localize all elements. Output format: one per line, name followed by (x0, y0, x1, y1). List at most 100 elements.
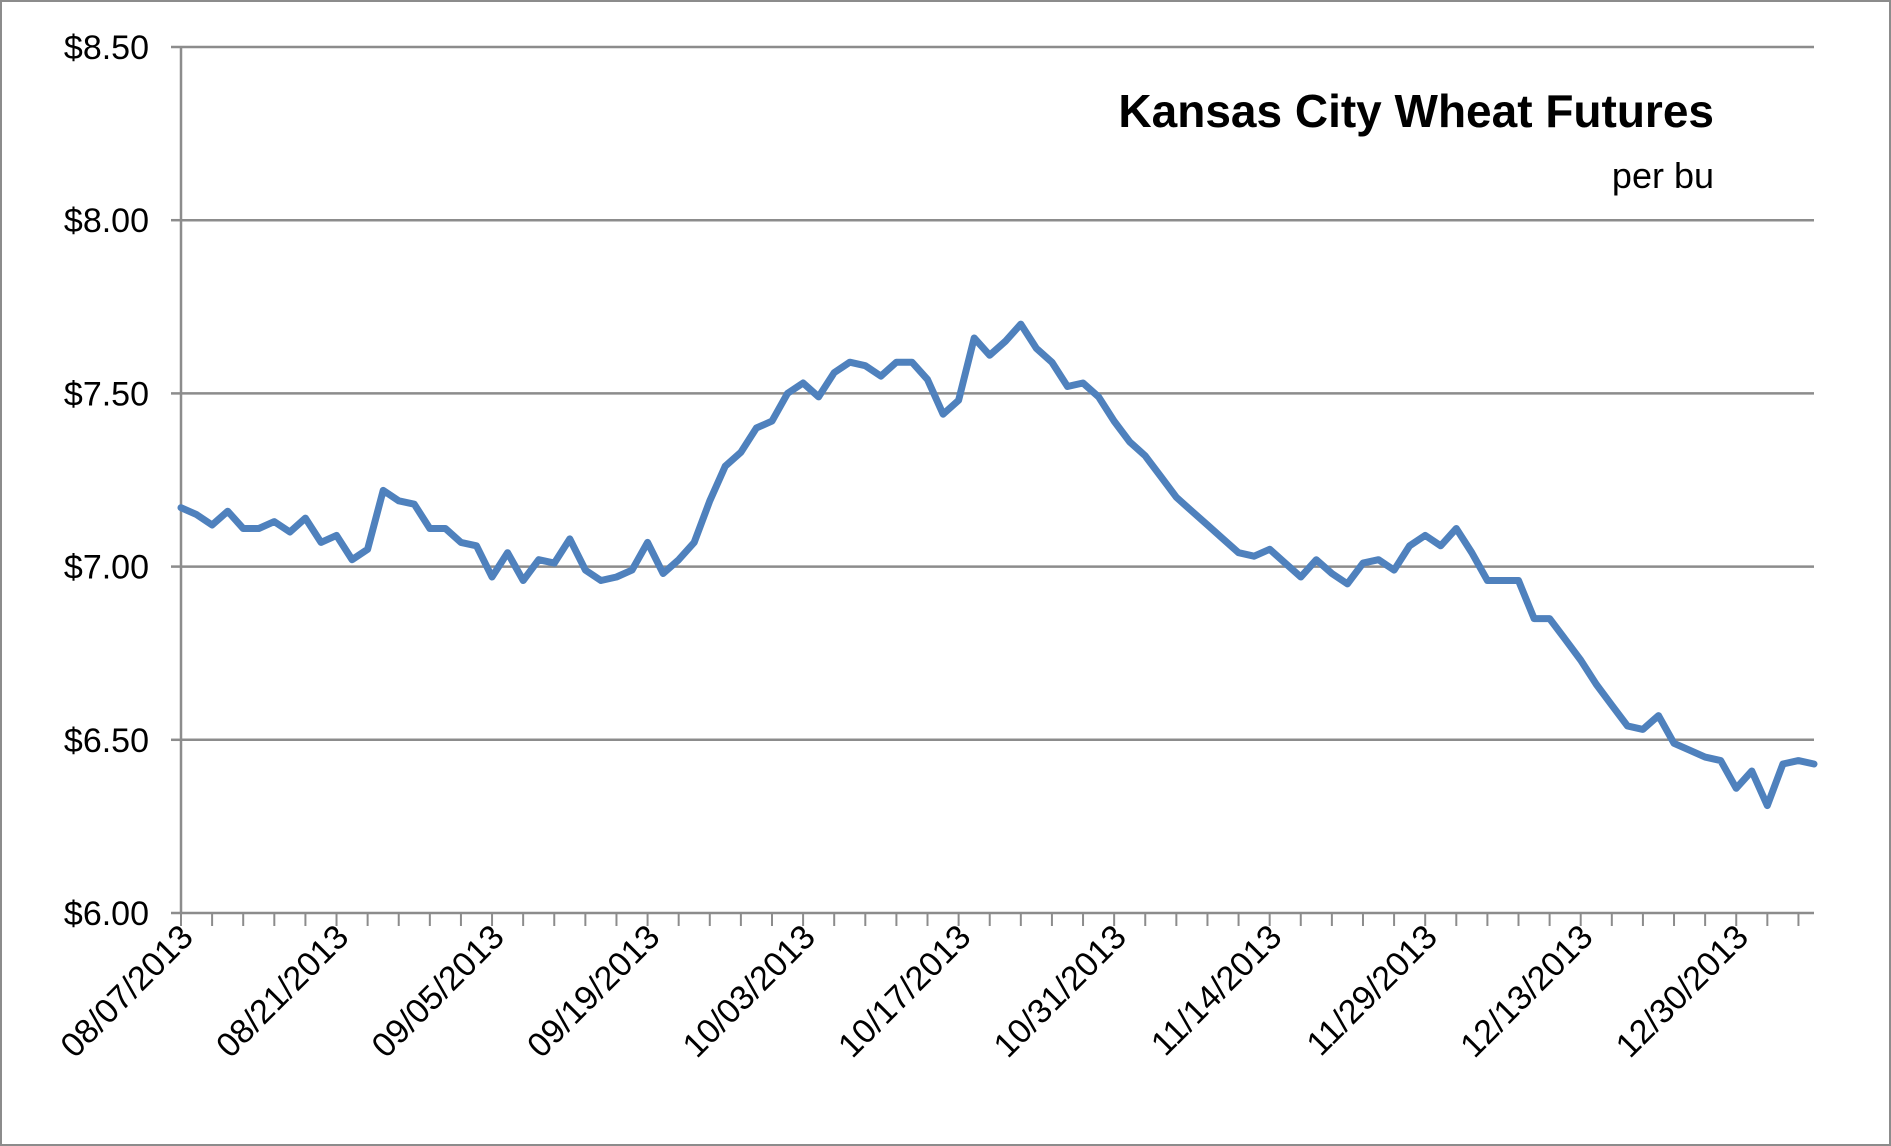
data-point (1733, 785, 1739, 791)
data-point (1484, 577, 1490, 583)
data-point (1438, 543, 1444, 549)
data-point (893, 359, 899, 365)
y-tick-label: $8.50 (64, 29, 149, 67)
data-point (287, 529, 293, 535)
data-point (1578, 657, 1584, 663)
data-point (1158, 474, 1164, 480)
data-point (1096, 394, 1102, 400)
data-point (1173, 494, 1179, 500)
data-point (1080, 380, 1086, 386)
x-tick-label: 09/05/2013 (365, 918, 512, 1065)
data-point (225, 508, 231, 514)
data-point (1531, 616, 1537, 622)
data-point (365, 546, 371, 552)
data-point (1749, 768, 1755, 774)
data-point (1376, 557, 1382, 563)
data-point (1329, 571, 1335, 577)
data-point (396, 498, 402, 504)
data-point (240, 525, 246, 531)
data-point (178, 505, 184, 511)
data-point (660, 571, 666, 577)
data-point (442, 525, 448, 531)
data-point (925, 377, 931, 383)
data-point (1127, 439, 1133, 445)
data-point (489, 574, 495, 580)
data-point (613, 574, 619, 580)
data-point (1033, 345, 1039, 351)
data-point (691, 539, 697, 545)
data-point (1718, 758, 1724, 764)
data-point (1469, 550, 1475, 556)
data-point (1236, 550, 1242, 556)
data-point (1640, 726, 1646, 732)
x-tick-label: 12/30/2013 (1609, 918, 1756, 1065)
data-point (520, 577, 526, 583)
data-point (1562, 636, 1568, 642)
data-point (349, 557, 355, 563)
data-point (909, 359, 915, 365)
x-tick-label: 08/07/2013 (53, 918, 200, 1065)
data-point (567, 536, 573, 542)
data-point (1407, 543, 1413, 549)
data-point (505, 550, 511, 556)
data-point (1764, 803, 1770, 809)
data-point (785, 390, 791, 396)
data-point (1267, 546, 1273, 552)
x-tick-label: 09/19/2013 (520, 918, 667, 1065)
data-point (1189, 508, 1195, 514)
data-point (551, 560, 557, 566)
data-point (1453, 525, 1459, 531)
data-point (209, 522, 215, 528)
x-tick-label: 10/03/2013 (676, 918, 823, 1065)
data-point (1795, 758, 1801, 764)
y-tick-label: $7.50 (64, 375, 149, 413)
x-tick-label: 11/29/2013 (1299, 918, 1444, 1063)
data-point (1391, 567, 1397, 573)
data-point (1593, 681, 1599, 687)
data-point (878, 373, 884, 379)
chart-title: Kansas City Wheat Futures (1118, 85, 1714, 137)
data-point (707, 498, 713, 504)
x-tick-label: 10/31/2013 (987, 918, 1134, 1065)
x-tick-label: 10/17/2013 (831, 918, 978, 1065)
data-point (1547, 616, 1553, 622)
data-point (940, 411, 946, 417)
data-point (1344, 581, 1350, 587)
data-point (334, 532, 340, 538)
data-point (302, 515, 308, 521)
data-point (1313, 557, 1319, 563)
data-point (769, 418, 775, 424)
data-point (1142, 453, 1148, 459)
data-point (1811, 761, 1817, 767)
data-point (1282, 560, 1288, 566)
data-point (1002, 338, 1008, 344)
x-tick-label: 11/14/2013 (1144, 918, 1289, 1063)
chart-subtitle: per bu (1612, 155, 1714, 196)
data-point (987, 352, 993, 358)
data-point (411, 501, 417, 507)
data-point (1360, 560, 1366, 566)
data-point (1624, 723, 1630, 729)
data-point (458, 539, 464, 545)
data-point (473, 543, 479, 549)
gridlines (181, 45, 1814, 742)
data-point (1422, 532, 1428, 538)
data-point (645, 539, 651, 545)
data-point (194, 512, 200, 518)
data-point (738, 449, 744, 455)
data-point (800, 380, 806, 386)
data-point (676, 557, 682, 563)
x-tick-label: 12/13/2013 (1453, 918, 1600, 1065)
x-tick-label: 08/21/2013 (209, 918, 356, 1065)
data-point (816, 394, 822, 400)
data-point (956, 397, 962, 403)
data-point (1780, 761, 1786, 767)
data-point (1687, 747, 1693, 753)
data-point (1655, 713, 1661, 719)
data-point (1500, 577, 1506, 583)
data-point (1204, 522, 1210, 528)
series-layer (177, 320, 1818, 810)
data-point (1702, 754, 1708, 760)
data-point (1609, 702, 1615, 708)
data-point (256, 525, 262, 531)
